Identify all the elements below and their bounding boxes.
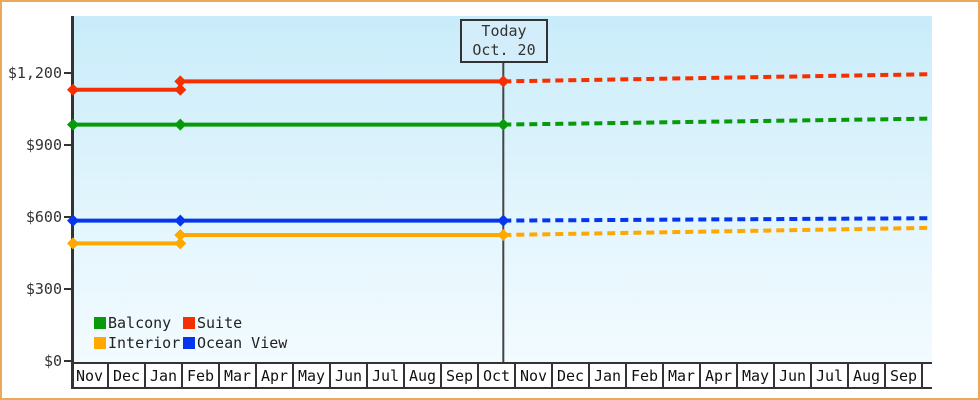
y-axis-tick-label: $1,200 — [7, 64, 62, 82]
month-cell: Sep — [442, 364, 479, 387]
month-cell: Jul — [812, 364, 849, 387]
legend-label: Ocean View — [197, 334, 288, 352]
legend-swatch — [183, 337, 195, 349]
legend-swatch — [94, 337, 106, 349]
month-cell: Sep — [886, 364, 923, 387]
today-date: Oct. 20 — [472, 41, 536, 59]
x-axis-month-row: Nov Dec Jan Feb Mar Apr May Jun Jul Aug Sep Oct Nov D… — [72, 362, 932, 389]
y-axis-tick — [64, 360, 71, 362]
month-cell: Mar — [220, 364, 257, 387]
month-cell: May — [294, 364, 331, 387]
y-axis-tick-label: $900 — [25, 136, 62, 154]
legend-label: Interior — [108, 334, 181, 352]
month-cell: Jul — [368, 364, 405, 387]
y-axis-tick — [64, 288, 71, 290]
y-axis-tick — [64, 72, 71, 74]
month-cell: Jun — [331, 364, 368, 387]
legend-item-balcony: Balcony — [94, 314, 171, 332]
today-marker-box: Today Oct. 20 — [460, 19, 548, 63]
month-cell: Mar — [664, 364, 701, 387]
y-axis-tick — [64, 216, 71, 218]
month-cell: Dec — [109, 364, 146, 387]
month-cell: Apr — [257, 364, 294, 387]
month-cell: Nov — [516, 364, 553, 387]
legend-item-ocean-view: Ocean View — [183, 334, 287, 352]
month-cell: Jan — [146, 364, 183, 387]
month-cell: Aug — [405, 364, 442, 387]
y-axis-tick-label: $600 — [25, 208, 62, 226]
month-cell: Dec — [553, 364, 590, 387]
month-cell: Jun — [775, 364, 812, 387]
y-axis-line — [71, 16, 74, 389]
month-cell: Feb — [183, 364, 220, 387]
month-cell: Oct — [479, 364, 516, 387]
legend-swatch — [183, 317, 195, 329]
month-cell: May — [738, 364, 775, 387]
legend-label: Suite — [197, 314, 243, 332]
month-cell: Aug — [849, 364, 886, 387]
plot-area-background — [74, 16, 932, 362]
month-cell: Apr — [701, 364, 738, 387]
month-cell: Jan — [590, 364, 627, 387]
month-cell: Feb — [627, 364, 664, 387]
today-label: Today — [481, 22, 527, 40]
y-axis-tick-label: $0 — [43, 352, 62, 370]
y-axis-tick — [64, 144, 71, 146]
y-axis-tick-label: $300 — [25, 280, 62, 298]
month-row-filler — [923, 364, 932, 387]
legend-item-interior: Interior — [94, 334, 180, 352]
legend-item-suite: Suite — [183, 314, 242, 332]
month-cell: Nov — [72, 364, 109, 387]
legend-label: Balcony — [108, 314, 172, 332]
legend-swatch — [94, 317, 106, 329]
